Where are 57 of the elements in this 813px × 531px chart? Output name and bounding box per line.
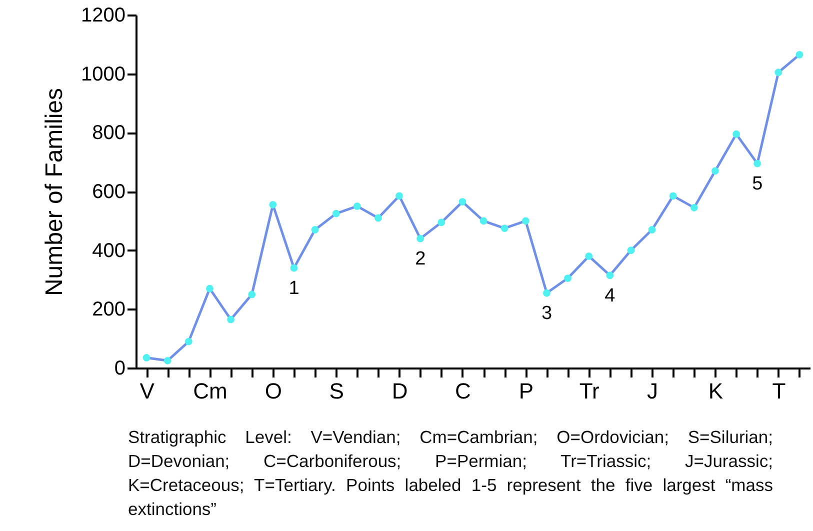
point xyxy=(648,226,656,234)
point xyxy=(332,210,340,218)
y-tick-label: 0 xyxy=(114,358,126,380)
x-tick-label: S xyxy=(329,378,344,404)
y-axis-title: Number of Families xyxy=(41,88,68,296)
point xyxy=(712,167,719,175)
point xyxy=(458,198,466,206)
text: Stratigraphic Level: V=Vendian; Cm=Cambrian; O=Ordovician; S=Silurian; D=Devonian; C=Carboniferous; P=Permian; Tr=Triassic; J=Jurassic; K=Cretaceous; T=Tertiary. Points labeled 1-5 represent the five largest “mass extinctions” xyxy=(128,426,773,521)
annotation: 5 xyxy=(752,174,763,195)
point xyxy=(754,160,762,168)
point xyxy=(522,217,530,225)
x-tick-label: P xyxy=(518,378,534,404)
point xyxy=(732,130,740,138)
x-tick-label: O xyxy=(264,378,282,404)
x-tick-label: J xyxy=(647,378,658,404)
point xyxy=(627,246,635,254)
point xyxy=(606,272,614,280)
point xyxy=(796,51,804,58)
x-tick-label: T xyxy=(772,378,786,404)
annotation: 4 xyxy=(604,285,616,306)
point xyxy=(227,316,234,324)
x-tick-label: Cm xyxy=(193,378,228,404)
point xyxy=(564,274,572,282)
point xyxy=(585,252,593,260)
point xyxy=(416,234,424,242)
y-tick-label: 400 xyxy=(92,240,126,262)
point xyxy=(248,290,256,298)
x-tick-label: Tr xyxy=(579,378,600,404)
point xyxy=(290,264,298,272)
x-tick-label: C xyxy=(455,378,472,404)
y-tick-label: 600 xyxy=(92,181,126,203)
point xyxy=(142,354,150,362)
point xyxy=(374,214,382,222)
x-tick-label: V xyxy=(140,378,155,404)
point xyxy=(353,202,361,210)
point xyxy=(269,201,277,208)
point xyxy=(164,356,172,364)
y-tick-label: 1200 xyxy=(81,4,126,26)
annotation: 2 xyxy=(415,248,426,270)
point xyxy=(480,217,488,225)
point xyxy=(184,338,192,346)
point xyxy=(438,218,446,226)
point xyxy=(206,284,214,292)
x-tick-label: K xyxy=(708,378,724,404)
point xyxy=(311,226,319,234)
annotation: 3 xyxy=(541,302,552,324)
y-tick-label: 800 xyxy=(92,122,126,144)
y-tick-label: 200 xyxy=(92,298,126,321)
point xyxy=(500,224,508,232)
y-tick-label: 1000 xyxy=(81,63,126,86)
point xyxy=(774,68,782,76)
point xyxy=(396,192,403,200)
annotation: 1 xyxy=(288,278,300,299)
point xyxy=(543,289,550,297)
x-tick-label: D xyxy=(392,378,408,404)
point xyxy=(690,204,698,212)
point xyxy=(669,192,677,200)
